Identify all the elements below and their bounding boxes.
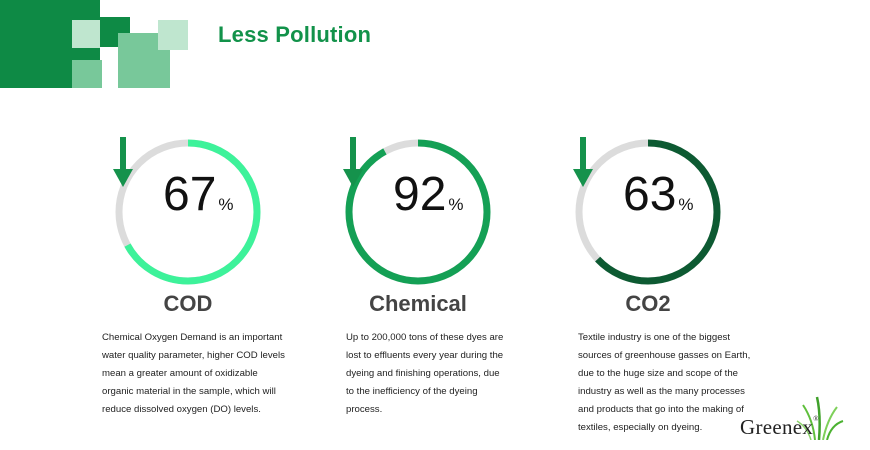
gauge-cod: 67% (113, 137, 263, 287)
down-arrow-icon (343, 137, 363, 187)
down-arrow-icon (573, 137, 593, 187)
metric-value: 63 (623, 168, 677, 221)
metric-value: 67 (163, 168, 217, 221)
gauge-progress (345, 139, 491, 285)
gauge-progress (575, 139, 721, 285)
grass-icon (796, 396, 844, 440)
metric-value: 92 (393, 168, 447, 221)
logo-wordmark: Greenex® (740, 415, 819, 439)
gauge-progress (115, 139, 261, 285)
metric-value-wrap: 92% (393, 171, 464, 219)
corner-decoration (0, 0, 200, 95)
metric-label-cod: COD (163, 291, 213, 316)
metric-label-co2: CO2 (625, 291, 671, 316)
page-title: Less Pollution (218, 22, 372, 47)
metric-value-wrap: 67% (163, 171, 234, 219)
metric-description-cod: Chemical Oxygen Demand is an important w… (102, 332, 285, 415)
down-arrow-icon (113, 137, 133, 187)
metric-unit: % (218, 195, 234, 214)
metric-description-chemical: Up to 200,000 tons of these dyes are los… (346, 332, 504, 415)
metric-value-wrap: 63% (623, 171, 694, 219)
metric-description-co2: Textile industry is one of the biggest s… (578, 332, 751, 433)
metric-label-chemical: Chemical (369, 291, 467, 316)
gauge-co2: 63% (573, 137, 723, 287)
gauge-chemical: 92% (343, 137, 493, 287)
metric-unit: % (448, 195, 464, 214)
metric-unit: % (678, 195, 694, 214)
brand-logo: Greenex® (740, 395, 860, 445)
